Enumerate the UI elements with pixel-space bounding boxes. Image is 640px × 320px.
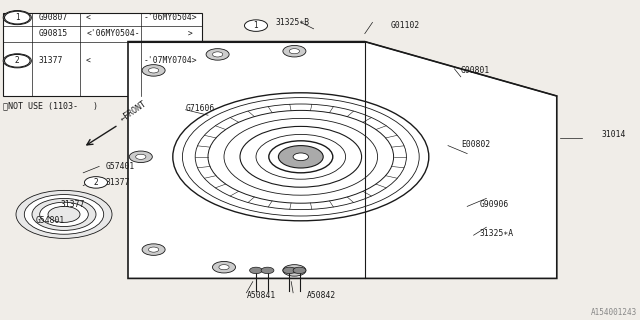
Circle shape <box>4 11 30 24</box>
Circle shape <box>142 65 165 76</box>
Circle shape <box>4 54 30 67</box>
Circle shape <box>129 151 152 163</box>
Circle shape <box>142 244 165 255</box>
Polygon shape <box>128 42 557 278</box>
Text: 1: 1 <box>15 13 20 22</box>
Circle shape <box>16 190 112 238</box>
Circle shape <box>24 195 104 234</box>
Circle shape <box>289 49 300 54</box>
Text: 31014: 31014 <box>602 130 626 139</box>
Text: 31377: 31377 <box>38 56 63 65</box>
Circle shape <box>293 267 306 274</box>
Text: ※NOT USE (1103-   ): ※NOT USE (1103- ) <box>3 101 98 110</box>
Circle shape <box>244 20 268 31</box>
Circle shape <box>293 153 308 161</box>
Text: -'06MY0504>: -'06MY0504> <box>144 13 198 22</box>
Text: -'07MY0704>: -'07MY0704> <box>144 56 198 65</box>
Text: G90906: G90906 <box>480 200 509 209</box>
Circle shape <box>84 177 108 188</box>
Circle shape <box>212 261 236 273</box>
Text: <: < <box>86 13 96 22</box>
Text: >: > <box>144 29 193 38</box>
Text: 2: 2 <box>93 178 99 187</box>
Text: 31377: 31377 <box>106 178 130 187</box>
Text: A154001243: A154001243 <box>591 308 637 317</box>
Text: E00802: E00802 <box>461 140 490 148</box>
Text: G57401: G57401 <box>106 162 135 171</box>
Text: 31377: 31377 <box>61 200 85 209</box>
Circle shape <box>3 11 31 25</box>
Circle shape <box>261 267 274 274</box>
Circle shape <box>32 198 96 230</box>
Text: G90815: G90815 <box>38 29 68 38</box>
Circle shape <box>250 267 262 274</box>
Circle shape <box>278 146 323 168</box>
Circle shape <box>148 247 159 252</box>
Circle shape <box>136 154 146 159</box>
Text: G00801: G00801 <box>461 66 490 75</box>
Text: 31325∗B: 31325∗B <box>275 18 309 27</box>
Text: <'06MY0504-: <'06MY0504- <box>86 29 140 38</box>
Circle shape <box>219 265 229 270</box>
Circle shape <box>3 54 31 68</box>
Text: G54801: G54801 <box>35 216 65 225</box>
Circle shape <box>283 265 306 276</box>
Text: ①: ① <box>15 13 20 22</box>
Circle shape <box>283 45 306 57</box>
Text: ←FRONT: ←FRONT <box>118 99 148 123</box>
Bar <box>3 13 202 96</box>
Circle shape <box>206 49 229 60</box>
Circle shape <box>40 202 88 227</box>
Text: G71606: G71606 <box>186 104 215 113</box>
Circle shape <box>283 267 296 274</box>
Text: A50841: A50841 <box>246 292 276 300</box>
Circle shape <box>212 52 223 57</box>
Circle shape <box>48 206 80 222</box>
Text: 1: 1 <box>253 21 259 30</box>
Text: <: < <box>86 56 96 65</box>
Text: G90807: G90807 <box>38 13 68 22</box>
Circle shape <box>148 68 159 73</box>
Text: 31325∗A: 31325∗A <box>480 229 514 238</box>
Text: ②: ② <box>15 56 20 65</box>
Circle shape <box>289 268 300 273</box>
Text: G01102: G01102 <box>390 21 420 30</box>
Text: A50842: A50842 <box>307 292 337 300</box>
Text: 2: 2 <box>15 56 20 65</box>
